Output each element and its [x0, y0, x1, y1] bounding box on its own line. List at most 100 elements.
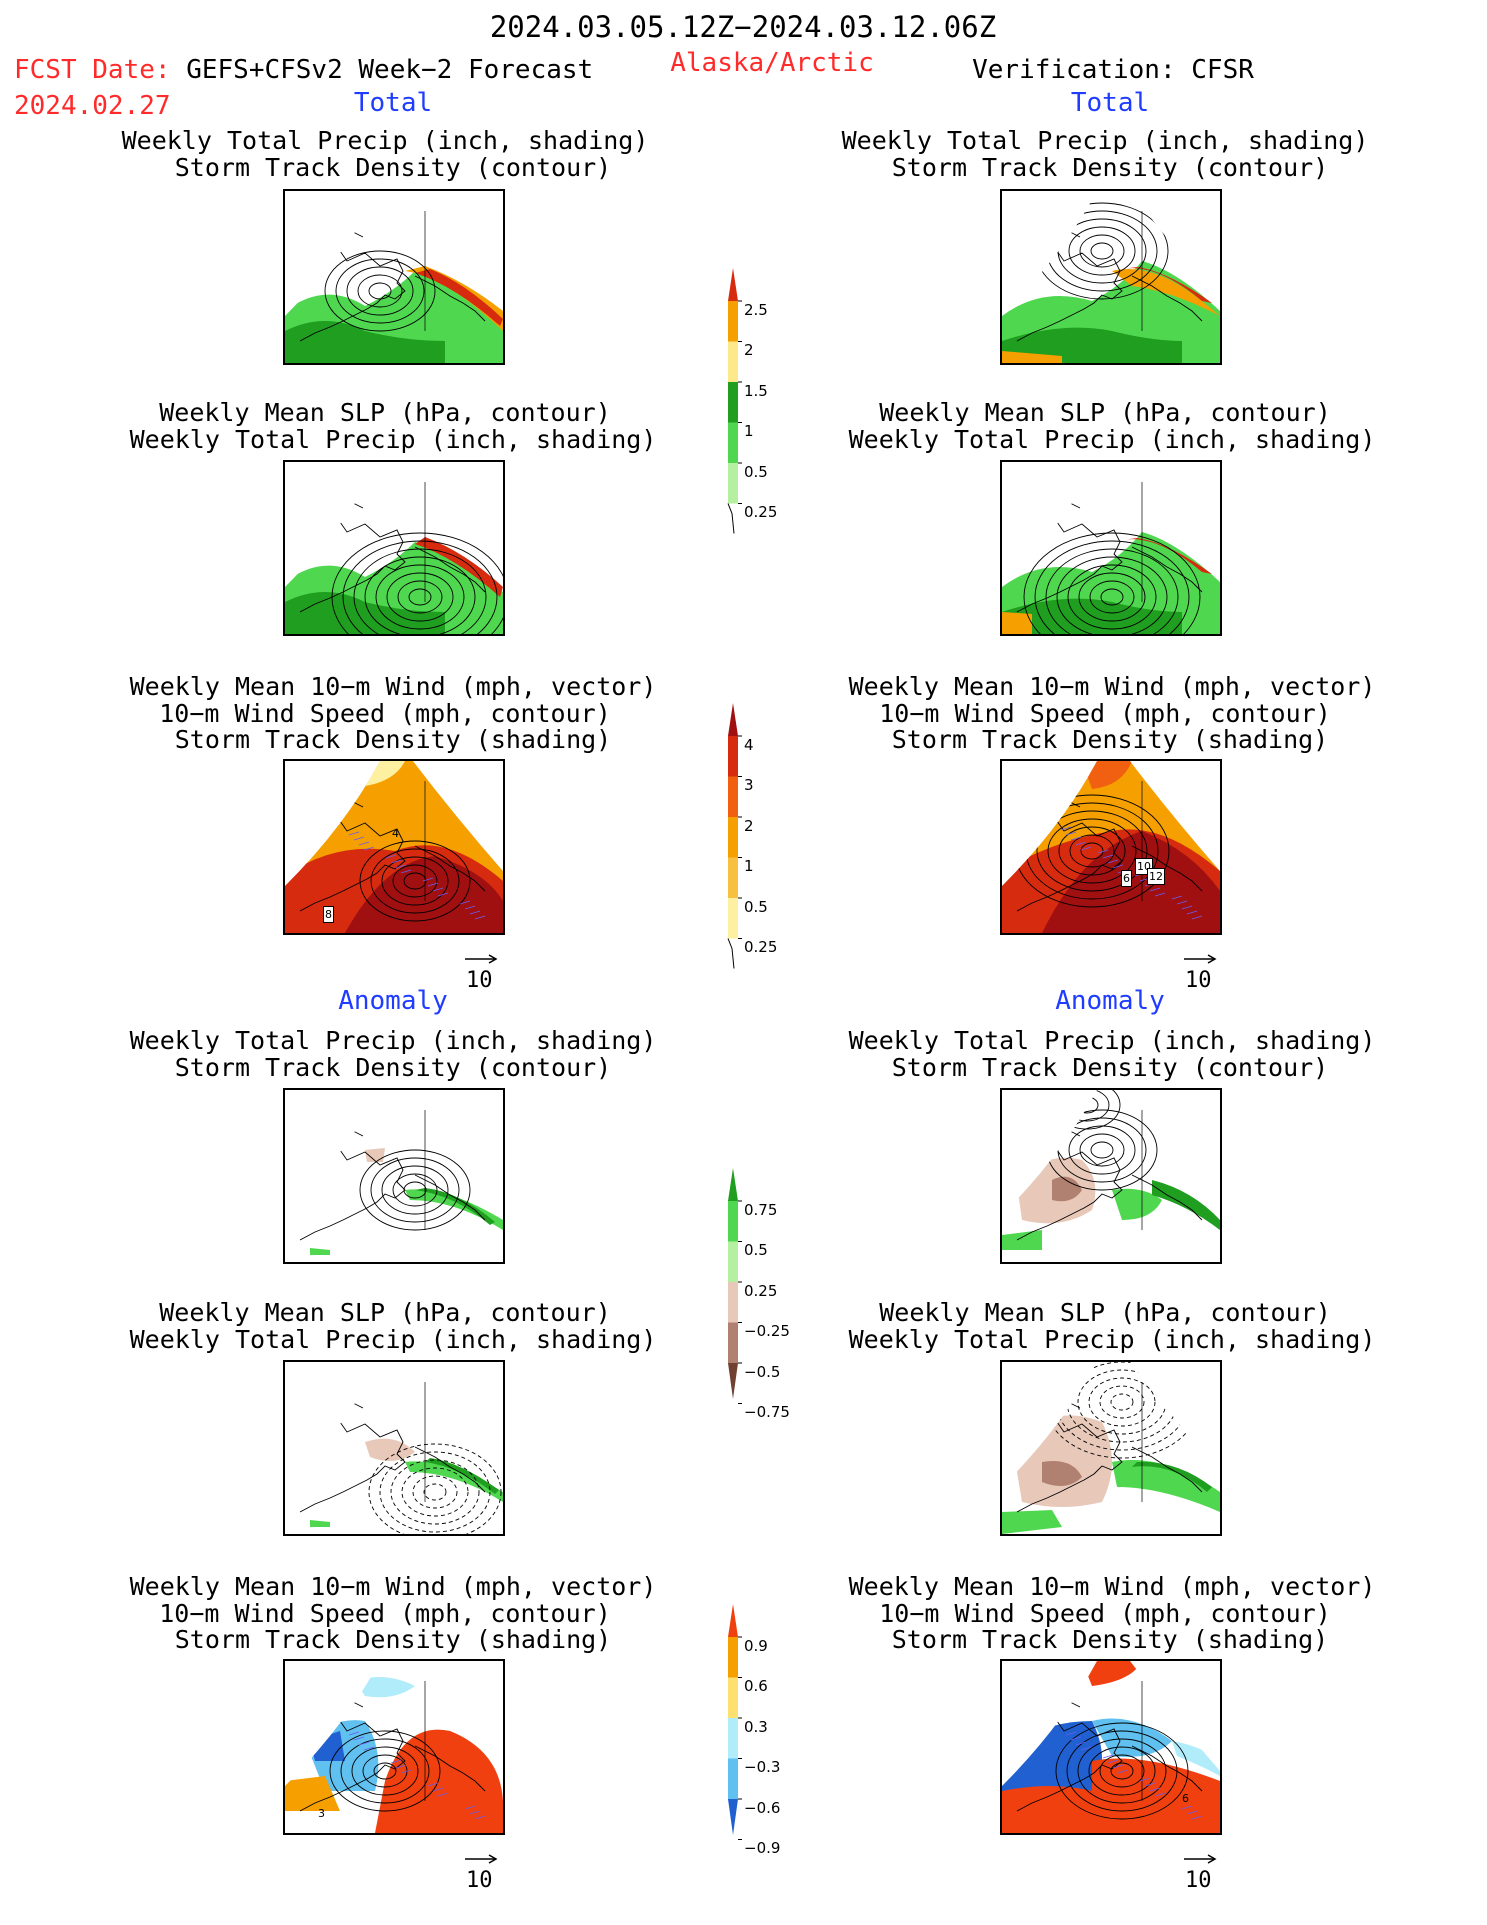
wind-vector [474, 915, 486, 920]
wind-vector [1006, 800, 1018, 805]
wind-vector [289, 800, 301, 805]
map-label: 3 [318, 1807, 325, 1820]
wind-vector [348, 1731, 360, 1736]
wind-vector [1006, 1700, 1018, 1705]
wind-vector [459, 900, 471, 905]
precip-shade [1002, 612, 1032, 634]
colorbar-track-anom [720, 1604, 744, 1893]
coast-panhandle [1131, 546, 1203, 593]
wind-vector [1186, 910, 1198, 915]
contour [1067, 564, 1157, 630]
cbar-precip-anom-label: −0.5 [744, 1363, 781, 1381]
colorbar-segment [728, 422, 738, 463]
title-r6-line3: Storm Track Density (shading) [891, 1625, 1329, 1654]
colorbar-cap-bottom [728, 1363, 738, 1399]
vector-ref-label: 10 [466, 1868, 493, 1893]
colorbar-segment [728, 301, 738, 342]
wind-vector [1112, 1764, 1124, 1769]
contour [1053, 1090, 1121, 1130]
contour [340, 1738, 430, 1804]
wind-vector [1065, 1731, 1077, 1736]
precip-shade [1122, 538, 1212, 574]
contour [331, 532, 503, 634]
coast-panhandle [414, 275, 486, 322]
anom-shade [425, 1458, 499, 1494]
wind-vector [469, 910, 481, 915]
map-field [285, 482, 503, 634]
anom-shade [365, 1148, 385, 1162]
track-anom-shade [285, 1776, 340, 1811]
wind-vector [321, 818, 333, 823]
coast-alaska [1016, 250, 1123, 342]
cbar-precip-total-label: 1.5 [744, 382, 768, 400]
track-anom-shade [310, 1731, 345, 1761]
map-field [299, 1110, 503, 1255]
coast-alaska [299, 1421, 406, 1513]
map-field [285, 761, 503, 933]
colorbar-cap-bottom [727, 938, 735, 969]
wind-vector [400, 869, 412, 874]
track-shade [1082, 761, 1132, 789]
vector-ref-label: 10 [1185, 968, 1212, 993]
coast-siberia [1061, 1682, 1081, 1708]
wind-vector [1176, 900, 1188, 905]
contour [1110, 1762, 1134, 1780]
wind-vector [1060, 826, 1072, 831]
title-r2-line1: Weekly Mean SLP (hPa, contour) [879, 398, 1331, 427]
wind-vector [1033, 813, 1045, 818]
cbar-precip-anom-label: −0.25 [744, 1322, 790, 1340]
wind-vector [1080, 1746, 1092, 1751]
wind-vector [316, 813, 328, 818]
cbar-track-total-label: 0.5 [744, 898, 768, 916]
wind-vector [395, 1764, 407, 1769]
title-r2-line2: Weekly Total Precip (inch, shading) [848, 425, 1376, 454]
title-l4-line2: Storm Track Density (contour) [174, 1053, 612, 1082]
colorbar-track-anom-svg [728, 1604, 742, 1840]
map-wind-track-anom-verif [1000, 1659, 1222, 1835]
colorbar-segment [728, 1241, 738, 1282]
colorbar-cap-top [728, 1168, 738, 1201]
contour [1088, 1746, 1156, 1796]
wind-vector [1181, 1805, 1193, 1810]
wind-vector [400, 1769, 412, 1774]
anom-shade [310, 1135, 340, 1152]
wind-vector [1038, 1718, 1050, 1723]
wind-vector [1023, 803, 1035, 808]
map-label: 4 [392, 827, 399, 840]
colorbar-segment [728, 341, 738, 382]
contour [1066, 1730, 1178, 1812]
contour [1079, 1133, 1125, 1167]
wind-vector [363, 846, 375, 851]
cbar-track-total-label: 4 [744, 736, 754, 754]
contour [375, 564, 465, 630]
track-anom-shade [355, 1677, 415, 1698]
map-slp-precip-total-verif [1000, 460, 1222, 636]
title-l3-line2: 10−m Wind Speed (mph, contour) [159, 699, 611, 728]
region-label: Alaska/Arctic [670, 48, 874, 78]
date-range-title: 2024.03.05.12Z−2024.03.12.06Z [489, 10, 997, 44]
title-l2-line2: Weekly Total Precip (inch, shading) [129, 425, 657, 454]
map-precip-track-anom-fcst [283, 1088, 505, 1264]
colorbar-segment [728, 1718, 738, 1759]
anom-shade [405, 1189, 503, 1230]
colorbar-precip-anom [720, 1168, 744, 1457]
wind-vector [1186, 1810, 1198, 1815]
wind-vector [1191, 915, 1203, 920]
anom-shade [310, 1407, 340, 1424]
contour-set [331, 532, 503, 634]
wind-vector [395, 864, 407, 869]
precip-shade [1002, 327, 1182, 363]
coast-panhandle [1131, 1446, 1203, 1493]
cbar-track-total-label: 3 [744, 776, 754, 794]
title-r3-line1: Weekly Mean 10−m Wind (mph, vector) [848, 672, 1376, 701]
contour [1064, 1090, 1110, 1122]
wind-vector [437, 1792, 449, 1797]
contour [1099, 1754, 1145, 1788]
wind-vector [464, 1805, 476, 1810]
verification-label: Verification: CFSR [972, 55, 1254, 85]
coast-panhandle [1131, 1174, 1203, 1221]
map-domain [1002, 761, 1220, 933]
precip-shade [415, 537, 503, 597]
map-precip-track-total-verif [1000, 189, 1222, 365]
map-label: 8 [323, 906, 334, 923]
